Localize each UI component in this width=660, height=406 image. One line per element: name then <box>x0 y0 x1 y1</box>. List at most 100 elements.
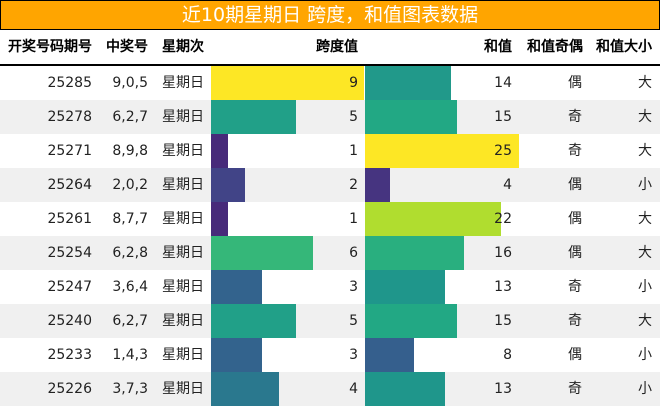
numbers-cell: 8,9,8 <box>112 143 148 159</box>
weekday-cell: 星期日 <box>162 381 204 397</box>
parity-cell: 偶 <box>568 245 582 261</box>
span-bar <box>211 66 364 100</box>
span-bar <box>211 202 228 236</box>
header-weekday: 星期次 <box>162 39 204 55</box>
sum-bar <box>365 338 415 372</box>
size-cell: 大 <box>638 313 652 329</box>
issue-cell: 25233 <box>47 347 92 363</box>
span-value: 4 <box>349 381 358 397</box>
numbers-cell: 8,7,7 <box>112 211 148 227</box>
numbers-cell: 6,2,7 <box>112 109 148 125</box>
sum-bar <box>365 304 458 338</box>
header-span: 跨度值 <box>316 39 358 55</box>
table-row: 25264 2,0,2 星期日 2 4 偶 小 <box>0 168 660 202</box>
size-cell: 大 <box>638 245 652 261</box>
numbers-cell: 3,6,4 <box>112 279 148 295</box>
sum-bar <box>365 202 501 236</box>
sum-value: 13 <box>494 279 512 295</box>
size-cell: 大 <box>638 109 652 125</box>
table-title: 近10期星期日 跨度，和值图表数据 <box>0 0 660 30</box>
parity-cell: 奇 <box>568 109 582 125</box>
header-numbers: 中奖号 <box>106 39 148 55</box>
numbers-cell: 3,7,3 <box>112 381 148 397</box>
sum-value: 4 <box>503 177 512 193</box>
table-row: 25226 3,7,3 星期日 4 13 奇 小 <box>0 372 660 406</box>
size-cell: 大 <box>638 211 652 227</box>
sum-value: 16 <box>494 245 512 261</box>
sum-bar <box>365 372 446 406</box>
issue-cell: 25264 <box>47 177 92 193</box>
span-value: 3 <box>349 347 358 363</box>
sum-bar <box>365 66 452 100</box>
table-row: 25285 9,0,5 星期日 9 14 偶 大 <box>0 66 660 100</box>
header-sum: 和值 <box>484 39 512 55</box>
span-value: 3 <box>349 279 358 295</box>
span-value: 2 <box>349 177 358 193</box>
size-cell: 大 <box>638 143 652 159</box>
numbers-cell: 9,0,5 <box>112 75 148 91</box>
sum-bar <box>365 236 464 270</box>
weekday-cell: 星期日 <box>162 177 204 193</box>
size-cell: 小 <box>638 279 652 295</box>
table-row: 25254 6,2,8 星期日 6 16 偶 大 <box>0 236 660 270</box>
numbers-cell: 6,2,8 <box>112 245 148 261</box>
sum-value: 25 <box>494 143 512 159</box>
span-value: 1 <box>349 211 358 227</box>
span-value: 5 <box>349 109 358 125</box>
sum-value: 14 <box>494 75 512 91</box>
table-row: 25233 1,4,3 星期日 3 8 偶 小 <box>0 338 660 372</box>
size-cell: 小 <box>638 381 652 397</box>
span-bar <box>211 100 296 134</box>
weekday-cell: 星期日 <box>162 143 204 159</box>
table-row: 25240 6,2,7 星期日 5 15 奇 大 <box>0 304 660 338</box>
issue-cell: 25240 <box>47 313 92 329</box>
header-issue: 开奖号码期号 <box>8 39 92 55</box>
weekday-cell: 星期日 <box>162 279 204 295</box>
sum-bar <box>365 168 390 202</box>
issue-cell: 25285 <box>47 75 92 91</box>
parity-cell: 偶 <box>568 177 582 193</box>
size-cell: 大 <box>638 75 652 91</box>
sum-value: 22 <box>494 211 512 227</box>
table-row: 25271 8,9,8 星期日 1 25 奇 大 <box>0 134 660 168</box>
header-size: 和值大小 <box>596 39 652 55</box>
span-bar <box>211 338 262 372</box>
issue-cell: 25254 <box>47 245 92 261</box>
parity-cell: 偶 <box>568 347 582 363</box>
span-bar <box>211 304 296 338</box>
issue-cell: 25247 <box>47 279 92 295</box>
issue-cell: 25271 <box>47 143 92 159</box>
weekday-cell: 星期日 <box>162 245 204 261</box>
parity-cell: 奇 <box>568 279 582 295</box>
span-value: 9 <box>349 75 358 91</box>
sum-bar <box>365 134 519 168</box>
sum-value: 8 <box>503 347 512 363</box>
span-bar <box>211 372 279 406</box>
span-bar <box>211 168 245 202</box>
issue-cell: 25278 <box>47 109 92 125</box>
weekday-cell: 星期日 <box>162 347 204 363</box>
sum-value: 15 <box>494 109 512 125</box>
issue-cell: 25226 <box>47 381 92 397</box>
parity-cell: 偶 <box>568 75 582 91</box>
span-bar <box>211 134 228 168</box>
size-cell: 小 <box>638 347 652 363</box>
sum-bar <box>365 270 446 304</box>
sum-value: 15 <box>494 313 512 329</box>
header-parity: 和值奇偶 <box>527 39 583 55</box>
table-row: 25261 8,7,7 星期日 1 22 偶 大 <box>0 202 660 236</box>
sum-bar <box>365 100 458 134</box>
table-header: 开奖号码期号 中奖号 星期次 跨度值 和值 和值奇偶 和值大小 <box>0 30 660 66</box>
parity-cell: 奇 <box>568 381 582 397</box>
table-row: 25247 3,6,4 星期日 3 13 奇 小 <box>0 270 660 304</box>
span-value: 1 <box>349 143 358 159</box>
weekday-cell: 星期日 <box>162 211 204 227</box>
parity-cell: 奇 <box>568 313 582 329</box>
numbers-cell: 2,0,2 <box>112 177 148 193</box>
parity-cell: 奇 <box>568 143 582 159</box>
parity-cell: 偶 <box>568 211 582 227</box>
size-cell: 小 <box>638 177 652 193</box>
numbers-cell: 1,4,3 <box>112 347 148 363</box>
numbers-cell: 6,2,7 <box>112 313 148 329</box>
weekday-cell: 星期日 <box>162 75 204 91</box>
